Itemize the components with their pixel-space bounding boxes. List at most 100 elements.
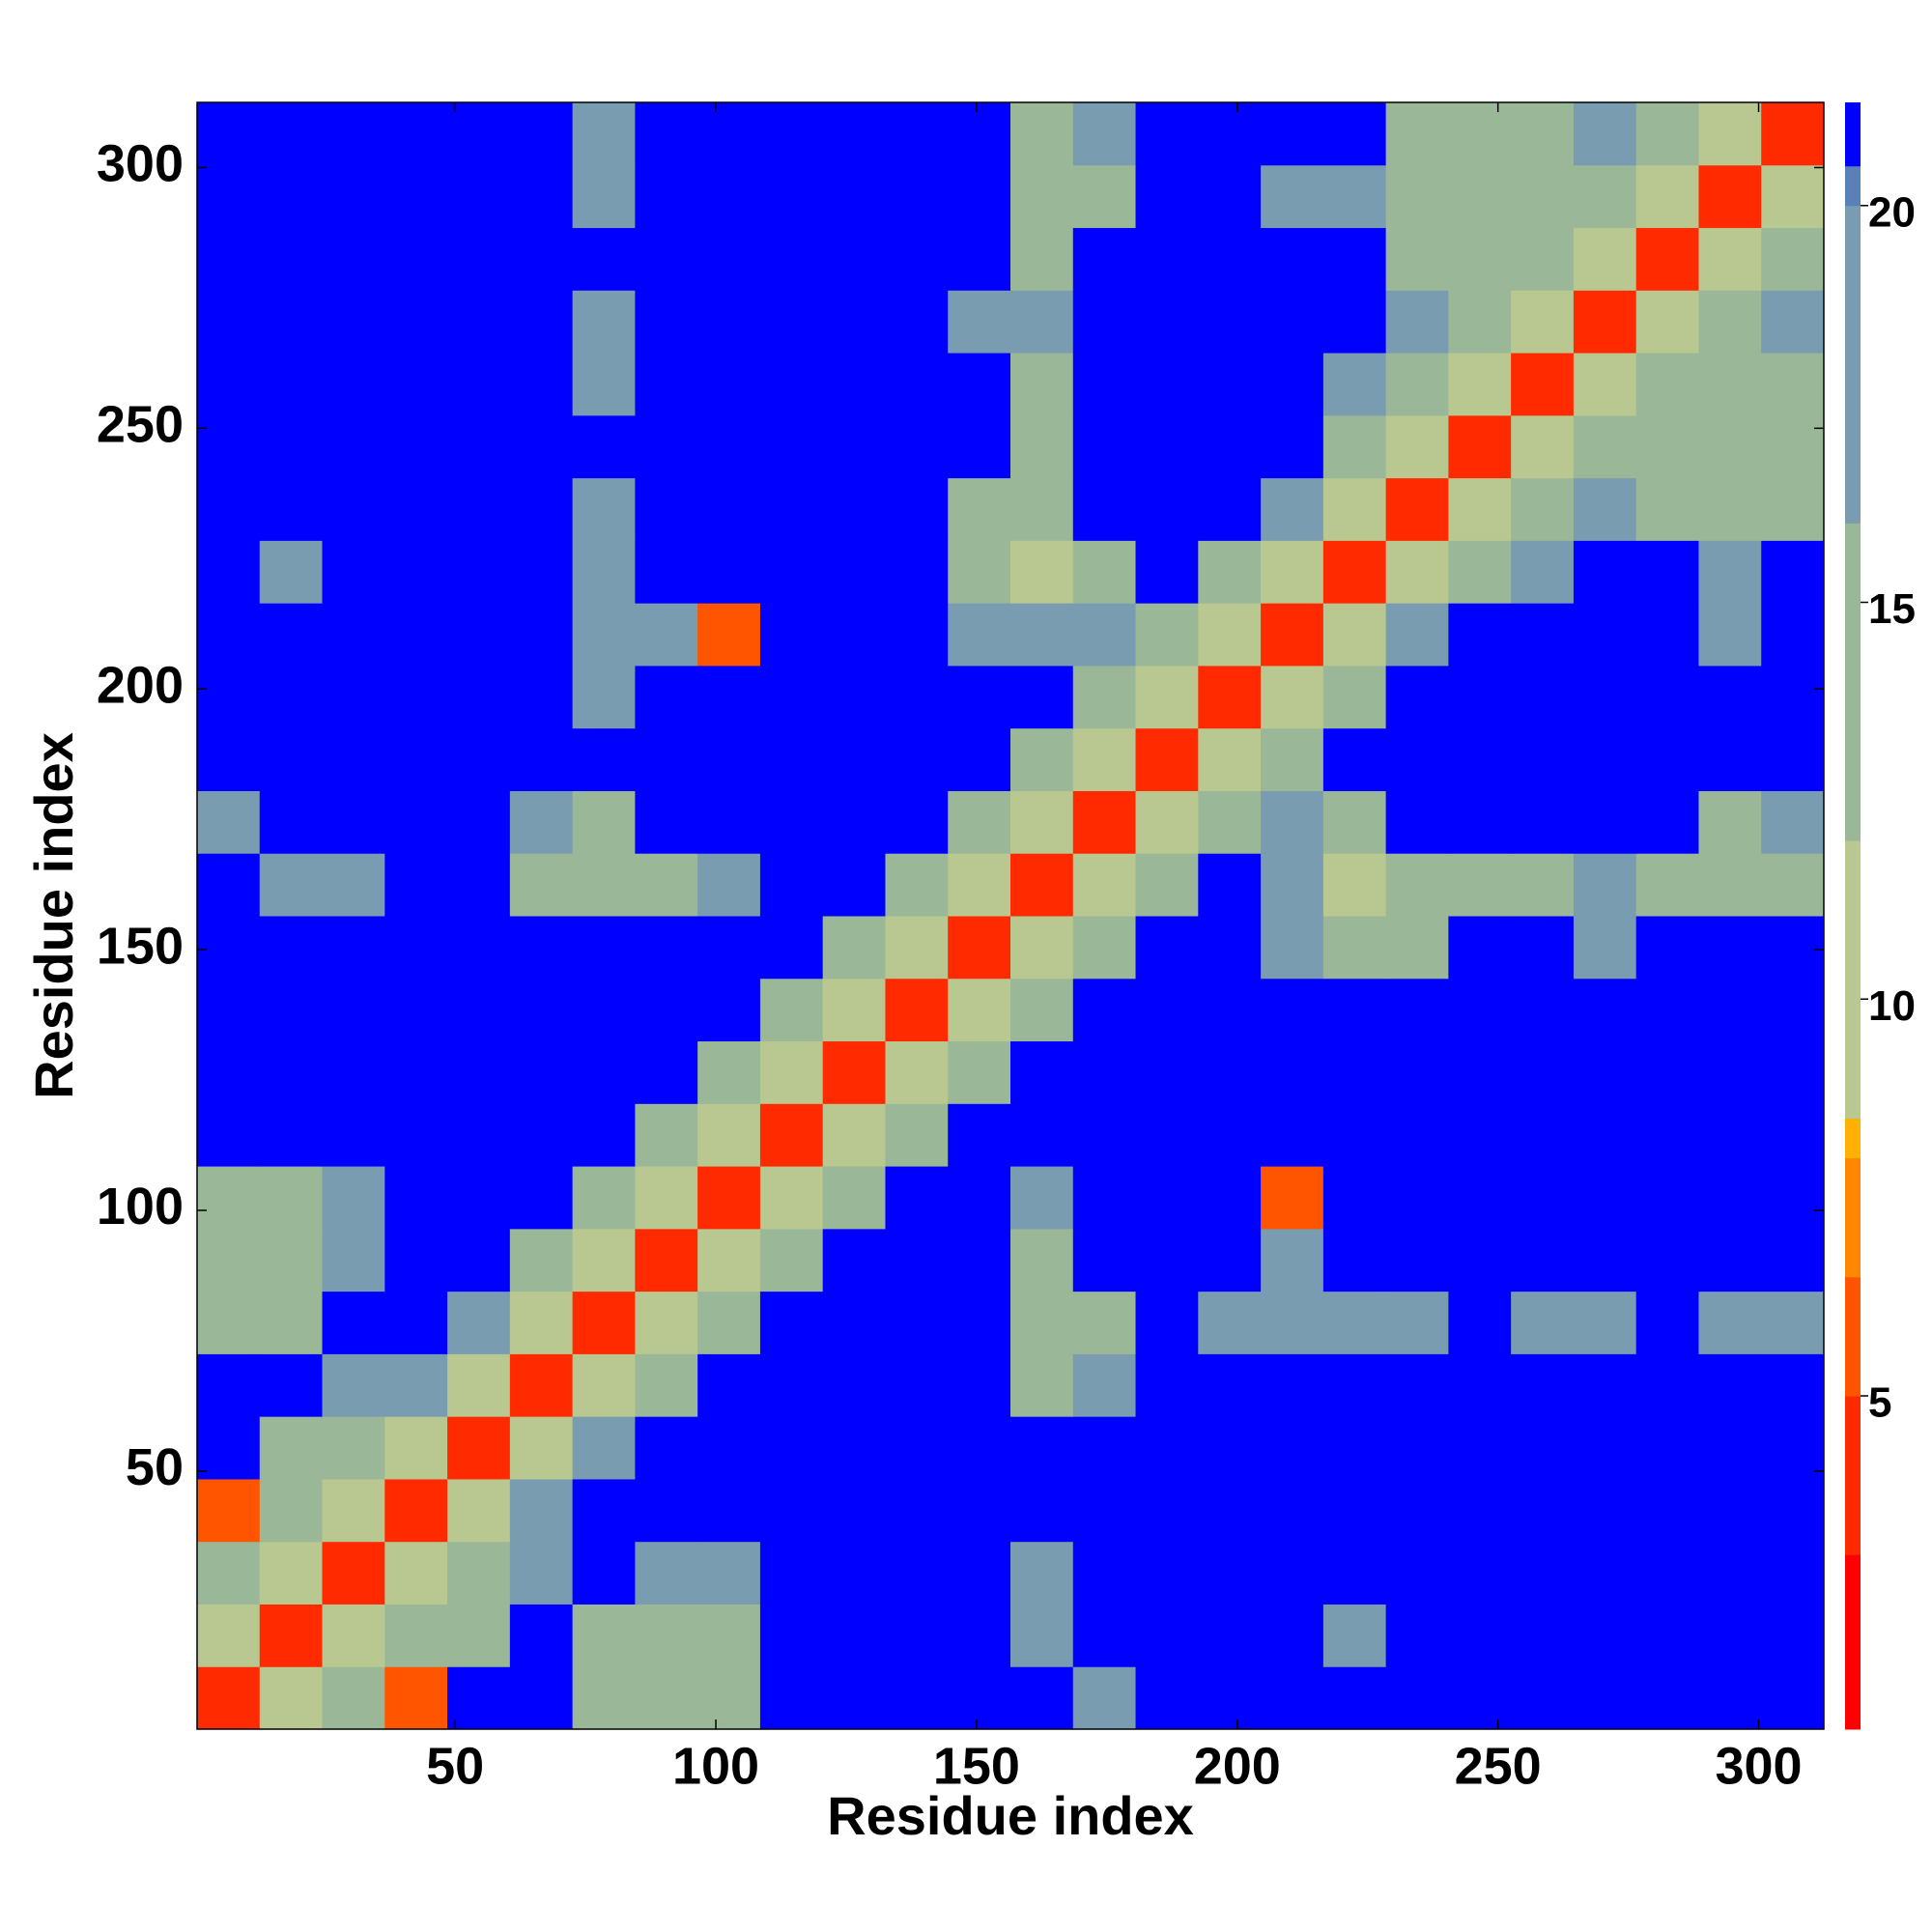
heatmap-cell <box>197 603 261 667</box>
heatmap-cell <box>885 727 949 791</box>
heatmap-cell <box>948 1166 1011 1230</box>
heatmap-cell <box>509 540 574 604</box>
heatmap-cell <box>822 1478 886 1543</box>
heatmap-cell <box>1635 1478 1699 1543</box>
heatmap-cell <box>1261 727 1324 791</box>
heatmap-cell <box>322 1103 385 1167</box>
heatmap-cell <box>1635 727 1699 791</box>
heatmap-cell <box>885 1228 949 1293</box>
heatmap-cell <box>1010 353 1074 416</box>
heatmap-cell <box>1135 1353 1199 1417</box>
heatmap-cell <box>697 727 761 791</box>
heatmap-cell <box>948 727 1011 791</box>
heatmap-cell <box>759 1228 824 1293</box>
heatmap-cell <box>1072 1291 1137 1354</box>
heatmap-cell <box>1072 978 1137 1042</box>
heatmap-cell <box>1135 353 1199 416</box>
heatmap-cell <box>1322 1353 1387 1417</box>
heatmap-cell <box>885 1666 949 1730</box>
heatmap-cell <box>259 1478 324 1543</box>
heatmap-cell <box>322 727 385 791</box>
heatmap-cell <box>1198 290 1262 354</box>
heatmap-cell <box>384 477 448 541</box>
heatmap-cell <box>1385 790 1449 854</box>
heatmap-cell <box>1448 164 1512 229</box>
heatmap-cell <box>384 414 448 479</box>
heatmap-cell <box>1635 477 1699 541</box>
heatmap-cell <box>822 1040 886 1104</box>
heatmap-cell <box>572 353 636 416</box>
heatmap-cell <box>1511 853 1575 917</box>
heatmap-cell <box>1761 353 1825 416</box>
heatmap-cell <box>1322 727 1387 791</box>
heatmap-cell <box>635 1228 698 1293</box>
heatmap-cell <box>572 1541 636 1605</box>
heatmap-cell <box>1635 414 1699 479</box>
heatmap-cell <box>1698 414 1762 479</box>
heatmap-cell <box>1072 102 1137 166</box>
heatmap-cell <box>635 1541 698 1605</box>
heatmap-cell <box>384 1541 448 1605</box>
heatmap-cell <box>885 102 949 166</box>
colorbar-segment <box>1845 839 1861 1119</box>
heatmap-cell <box>197 414 261 479</box>
heatmap-cell <box>1322 853 1387 917</box>
heatmap-cell <box>759 978 824 1042</box>
heatmap-cell <box>259 790 324 854</box>
heatmap-cell <box>635 1103 698 1167</box>
heatmap-cell <box>1761 727 1825 791</box>
heatmap-cell <box>447 164 511 229</box>
heatmap-cell <box>885 978 949 1042</box>
heatmap-cell <box>1322 1291 1387 1354</box>
heatmap-cell <box>1010 227 1074 291</box>
heatmap-cell <box>197 916 261 980</box>
heatmap-cell <box>697 1103 761 1167</box>
heatmap-cell <box>1761 1228 1825 1293</box>
heatmap-cell <box>572 1040 636 1104</box>
heatmap-cell <box>1698 1353 1762 1417</box>
heatmap-cell <box>948 164 1011 229</box>
heatmap-cell <box>197 1103 261 1167</box>
heatmap-cell <box>1448 102 1512 166</box>
heatmap-cell <box>197 1166 261 1230</box>
heatmap-cell <box>1135 1416 1199 1480</box>
heatmap-cell <box>1573 353 1637 416</box>
heatmap-cell <box>822 1666 886 1730</box>
heatmap-cell <box>759 1416 824 1480</box>
heatmap-cell <box>1322 102 1387 166</box>
heatmap-cell <box>1448 665 1512 729</box>
heatmap-cell <box>384 540 448 604</box>
heatmap-cell <box>572 1166 636 1230</box>
heatmap-cell <box>1448 414 1512 479</box>
heatmap-cell <box>572 227 636 291</box>
heatmap-cell <box>697 1166 761 1230</box>
heatmap-cell <box>197 227 261 291</box>
heatmap-cell <box>1761 1666 1825 1730</box>
heatmap-cell <box>635 916 698 980</box>
heatmap-cell <box>1761 1166 1825 1230</box>
heatmap-cell <box>197 1541 261 1605</box>
heatmap-cell <box>1135 853 1199 917</box>
heatmap-cell <box>1761 164 1825 229</box>
heatmap-cell <box>1135 1103 1199 1167</box>
heatmap-cell <box>1448 290 1512 354</box>
heatmap-cell <box>822 727 886 791</box>
heatmap-cell <box>697 1228 761 1293</box>
heatmap-cell <box>635 1478 698 1543</box>
heatmap-cell <box>1511 1040 1575 1104</box>
heatmap-cell <box>259 665 324 729</box>
heatmap-cell <box>572 1416 636 1480</box>
heatmap-cell <box>509 227 574 291</box>
heatmap-cell <box>1261 353 1324 416</box>
heatmap-cell <box>948 665 1011 729</box>
heatmap-cell <box>697 1604 761 1667</box>
heatmap-cell <box>759 1478 824 1543</box>
heatmap-cell <box>572 414 636 479</box>
heatmap-cell <box>1698 1228 1762 1293</box>
heatmap-cell <box>1385 1353 1449 1417</box>
heatmap-cell <box>1072 665 1137 729</box>
heatmap-cell <box>259 290 324 354</box>
heatmap-cell <box>948 1604 1011 1667</box>
heatmap-cell <box>1261 164 1324 229</box>
